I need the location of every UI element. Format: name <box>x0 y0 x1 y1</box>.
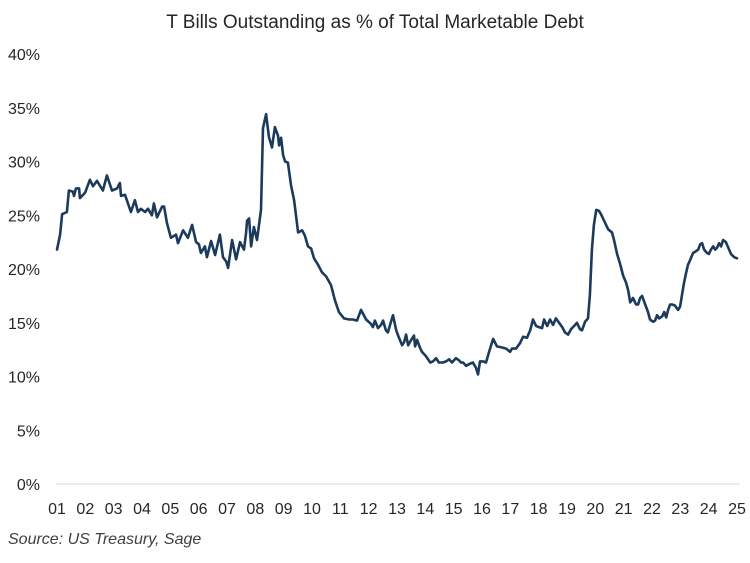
x-tick-label: 16 <box>473 501 491 518</box>
x-tick-label: 05 <box>161 501 179 518</box>
source-note: Source: US Treasury, Sage <box>8 531 202 548</box>
x-tick-label: 20 <box>586 501 604 518</box>
x-tick-label: 24 <box>700 501 718 518</box>
y-tick-label: 15% <box>8 316 40 333</box>
x-tick-label: 09 <box>275 501 293 518</box>
x-tick-label: 15 <box>445 501 463 518</box>
x-tick-label: 14 <box>416 501 434 518</box>
y-tick-label: 30% <box>8 155 40 172</box>
x-tick-label: 06 <box>190 501 208 518</box>
x-tick-label: 18 <box>530 501 548 518</box>
x-tick-label: 10 <box>303 501 321 518</box>
y-tick-label: 5% <box>17 423 40 440</box>
chart-title: T Bills Outstanding as % of Total Market… <box>166 12 584 33</box>
y-axis: 0% 5% 10% 15% 20% 25% 30% 35% 40% <box>8 47 40 494</box>
x-tick-label: 21 <box>615 501 633 518</box>
x-tick-label: 08 <box>246 501 264 518</box>
x-tick-label: 22 <box>643 501 661 518</box>
x-tick-label: 03 <box>105 501 123 518</box>
y-tick-label: 10% <box>8 370 40 387</box>
x-tick-label: 07 <box>218 501 236 518</box>
x-tick-label: 13 <box>388 501 406 518</box>
y-tick-label: 0% <box>17 477 40 494</box>
y-tick-label: 25% <box>8 208 40 225</box>
x-tick-label: 17 <box>501 501 519 518</box>
x-tick-label: 02 <box>76 501 94 518</box>
x-tick-label: 11 <box>332 501 349 518</box>
x-tick-label: 19 <box>558 501 576 518</box>
series-line <box>55 112 739 376</box>
x-tick-label: 01 <box>48 501 66 518</box>
x-tick-label: 04 <box>133 501 151 518</box>
y-tick-label: 40% <box>8 47 40 64</box>
y-tick-label: 20% <box>8 262 40 279</box>
x-tick-label: 25 <box>728 501 746 518</box>
x-tick-label: 12 <box>360 501 378 518</box>
x-tick-label: 23 <box>671 501 689 518</box>
y-tick-label: 35% <box>8 101 40 118</box>
x-axis: 01 02 03 04 05 06 07 08 09 10 11 12 13 14 15 16 17 18 19 20… <box>48 501 746 518</box>
